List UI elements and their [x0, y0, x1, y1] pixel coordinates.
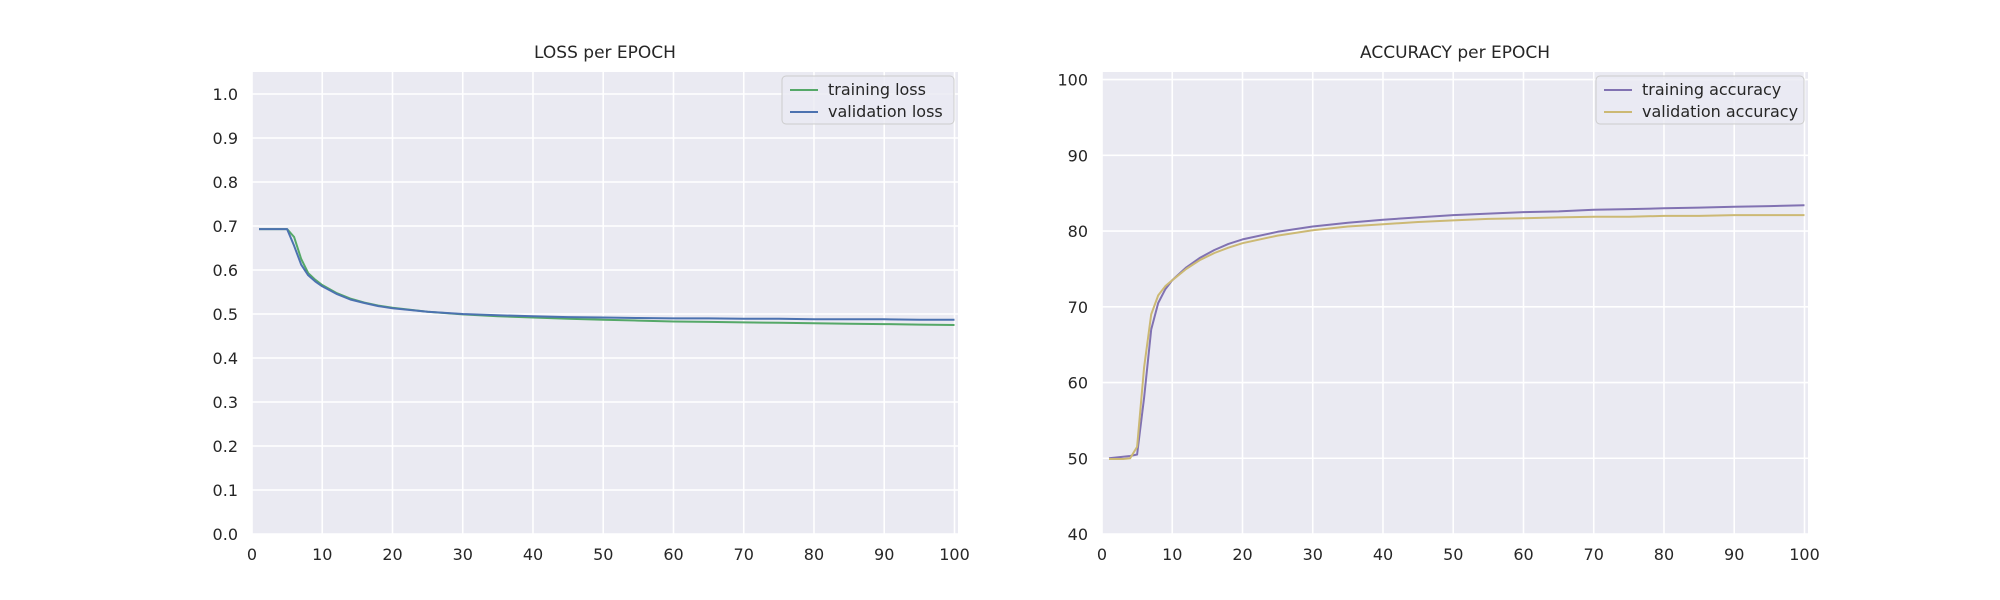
x-tick-label: 10: [312, 545, 332, 564]
y-tick-label: 60: [1068, 374, 1088, 393]
x-tick-labels: 0 10 20 30 40 50 60 70 80 90 100: [1097, 545, 1820, 564]
x-tick-label: 20: [382, 545, 402, 564]
series-group: [1108, 204, 1805, 460]
x-tick-label: 40: [523, 545, 543, 564]
y-tick-label: 0.5: [213, 305, 238, 324]
x-tick-label: 70: [734, 545, 754, 564]
x-tick-label: 0: [247, 545, 257, 564]
accuracy-chart: 0 10 20 30 40 50 60 70 80 90 100 40 50 60 70 80 90 100 A…: [1057, 43, 1819, 564]
x-tick-label: 50: [593, 545, 613, 564]
x-tick-label: 30: [1303, 545, 1323, 564]
x-tick-label: 20: [1232, 545, 1252, 564]
x-tick-labels: 0 10 20 30 40 50 60 70 80 90 100: [247, 545, 970, 564]
y-tick-label: 1.0: [213, 85, 238, 104]
y-tick-label: 90: [1068, 146, 1088, 165]
y-tick-label: 0.0: [213, 525, 238, 544]
y-tick-labels: 0.0 0.1 0.2 0.3 0.4 0.5 0.6 0.7 0.8 0.9 1.0: [213, 85, 238, 544]
x-tick-label: 60: [1513, 545, 1533, 564]
legend: training loss validation loss: [781, 75, 955, 125]
x-tick-label: 60: [663, 545, 683, 564]
y-tick-label: 70: [1068, 298, 1088, 317]
series-group: [259, 228, 955, 326]
plot-area: [252, 72, 958, 534]
x-tick-label: 70: [1584, 545, 1604, 564]
y-tick-label: 0.8: [213, 173, 238, 192]
y-tick-label: 0.4: [213, 349, 238, 368]
y-tick-label: 40: [1068, 525, 1088, 544]
loss-chart: 0 10 20 30 40 50 60 70 80 90 100 0.00.10.20.30.40.…: [213, 43, 970, 564]
y-tick-label: 0.9: [213, 129, 238, 148]
series-line-1: [1109, 214, 1805, 460]
y-tick-label: 0.2: [213, 437, 238, 456]
plot-area: [1102, 72, 1808, 534]
y-tick-label: 100: [1057, 71, 1088, 90]
x-tick-label: 30: [453, 545, 473, 564]
x-tick-label: 90: [1724, 545, 1744, 564]
y-tick-label: 0.6: [213, 261, 238, 280]
legend-frame: [781, 75, 955, 125]
x-tick-label: 0: [1097, 545, 1107, 564]
chart-title: ACCURACY per EPOCH: [1360, 43, 1550, 63]
legend: training accuracy validation accuracy: [1595, 75, 1805, 125]
x-tick-label: 80: [1654, 545, 1674, 564]
y-tick-label: 50: [1068, 449, 1088, 468]
x-tick-label: 80: [804, 545, 824, 564]
x-tick-label: 40: [1373, 545, 1393, 564]
y-tick-labels: 40 50 60 70 80 90 100: [1057, 71, 1088, 544]
y-tick-label: 80: [1068, 222, 1088, 241]
legend-frame: [1595, 75, 1805, 125]
legend-label: training accuracy: [1642, 80, 1781, 99]
chart-title: LOSS per EPOCH: [534, 43, 676, 63]
y-tick-label: 0.1: [213, 481, 238, 500]
legend-label: training loss: [828, 80, 926, 99]
x-tick-label: 100: [939, 545, 970, 564]
legend-label: validation loss: [828, 102, 943, 121]
x-tick-label: 100: [1789, 545, 1820, 564]
y-tick-label: 0.3: [213, 393, 238, 412]
x-tick-label: 10: [1162, 545, 1182, 564]
x-tick-label: 90: [874, 545, 894, 564]
legend-label: validation accuracy: [1642, 102, 1798, 121]
series-line-1: [259, 228, 955, 321]
x-tick-label: 50: [1443, 545, 1463, 564]
y-tick-label: 0.7: [213, 217, 238, 236]
series-line-0: [1108, 204, 1805, 460]
